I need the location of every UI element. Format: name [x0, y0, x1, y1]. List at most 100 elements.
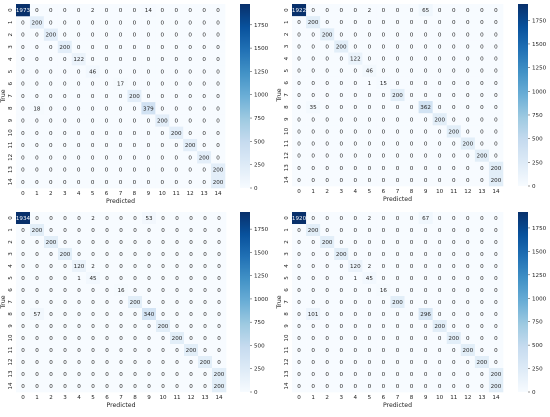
heatmap-cell [183, 138, 198, 152]
cell-value-label: 0 [35, 45, 39, 51]
cell-value-label: 0 [63, 57, 67, 63]
colorbar-tick-label: 250 [532, 367, 543, 373]
cell-value-label: 45 [89, 276, 97, 282]
cell-value-label: 0 [175, 348, 179, 354]
heatmap-cell [320, 368, 335, 381]
cell-value-label: 0 [480, 276, 484, 282]
heatmap-cell [376, 296, 391, 309]
cell-value-label: 0 [105, 57, 109, 63]
heatmap-cell [30, 260, 45, 273]
heatmap-cell [432, 284, 448, 297]
heatmap-cell [320, 52, 335, 65]
heatmap-cell [446, 236, 462, 249]
heatmap-cell [155, 16, 170, 29]
cell-value-label: 0 [325, 312, 329, 318]
y-tick-label: 4 [284, 264, 290, 268]
x-tick-label: 9 [424, 189, 428, 195]
cell-value-label: 0 [21, 360, 25, 366]
cell-value-label: 0 [438, 178, 442, 184]
cell-value-label: 0 [452, 360, 456, 366]
cell-value-label: 0 [91, 360, 95, 366]
heatmap-cell [128, 356, 143, 369]
heatmap-cell [142, 212, 157, 225]
cell-value-label: 0 [174, 57, 178, 63]
heatmap-cell [446, 224, 462, 237]
heatmap-cell [460, 284, 476, 297]
cell-value-label: 0 [119, 45, 123, 51]
cell-value-label: 0 [480, 216, 484, 222]
heatmap-cell [128, 212, 143, 225]
heatmap-cell [404, 332, 419, 345]
cell-value-label: 0 [466, 240, 470, 246]
cell-value-label: 0 [339, 336, 343, 342]
cell-value-label: 0 [188, 106, 192, 112]
cell-value-label: 0 [480, 384, 484, 390]
heatmap-cell [306, 236, 321, 249]
heatmap-cell [170, 320, 185, 333]
cell-value-label: 101 [308, 312, 319, 318]
cell-value-label: 0 [311, 57, 315, 63]
cell-value-label: 0 [396, 117, 400, 123]
cell-value-label: 0 [452, 252, 456, 258]
cell-value-label: 0 [396, 81, 400, 87]
cell-value-label: 0 [382, 44, 386, 50]
cell-value-label: 200 [336, 252, 347, 258]
heatmap-cell [100, 248, 115, 261]
y-tick-label: 1 [284, 228, 290, 232]
cell-value-label: 0 [494, 360, 498, 366]
cell-value-label: 0 [77, 20, 81, 26]
cell-value-label: 0 [21, 106, 25, 112]
heatmap-cell [44, 320, 59, 333]
cell-value-label: 0 [354, 336, 358, 342]
cell-value-label: 0 [119, 8, 123, 14]
cell-value-label: 0 [354, 117, 358, 123]
cell-value-label: 0 [354, 240, 358, 246]
heatmap-cell [211, 89, 226, 103]
cell-value-label: 0 [325, 336, 329, 342]
heatmap-cell [85, 126, 100, 140]
heatmap-cell [348, 4, 363, 17]
heatmap-cell [306, 368, 321, 381]
cell-value-label: 0 [297, 154, 301, 160]
cell-value-label: 0 [354, 129, 358, 135]
cell-value-label: 0 [325, 276, 329, 282]
heatmap-cell [404, 380, 419, 393]
heatmap-cell [376, 52, 391, 65]
heatmap-cell [292, 64, 307, 78]
cell-value-label: 0 [480, 105, 484, 111]
heatmap-cell [362, 380, 377, 393]
confusion-matrix-panel: 1973 0 0 0 0 2 0 0 0 14 0 0 0 0 00 200 0 0 0 0 0 0 0 0 0 0 0 0 00 0 20… [0, 4, 269, 205]
heatmap-cell [128, 320, 143, 333]
cell-value-label: 0 [438, 69, 442, 75]
heatmap-cell [390, 4, 405, 17]
cell-value-label: 0 [311, 166, 315, 172]
heatmap-cell [16, 53, 31, 66]
x-tick-label: 10 [159, 191, 167, 197]
x-tick-label: 4 [77, 191, 81, 197]
cell-value-label: 0 [49, 252, 53, 258]
heatmap-cell [72, 332, 87, 345]
cell-value-label: 0 [354, 360, 358, 366]
heatmap-cell [16, 272, 31, 285]
heatmap-cell [85, 16, 100, 29]
cell-value-label: 0 [216, 69, 220, 75]
heatmap-cell [446, 173, 462, 187]
cell-value-label: 0 [77, 252, 81, 258]
heatmap-cell [113, 77, 128, 91]
heatmap-cell [16, 296, 31, 309]
cell-value-label: 0 [297, 57, 301, 63]
cell-value-label: 0 [410, 348, 414, 354]
cell-value-label: 0 [368, 384, 372, 390]
heatmap-cell [474, 368, 490, 381]
heatmap-cell [334, 125, 349, 138]
heatmap-cell [71, 77, 86, 91]
cell-value-label: 0 [382, 8, 386, 14]
heatmap-cell [141, 16, 156, 29]
cell-value-label: 0 [77, 360, 81, 366]
cell-value-label: 0 [410, 166, 414, 172]
cell-value-label: 0 [133, 45, 137, 51]
cell-value-label: 0 [147, 384, 151, 390]
heatmap-cell [114, 308, 129, 321]
heatmap-cell [320, 380, 335, 393]
y-tick-label: 13 [8, 370, 14, 378]
